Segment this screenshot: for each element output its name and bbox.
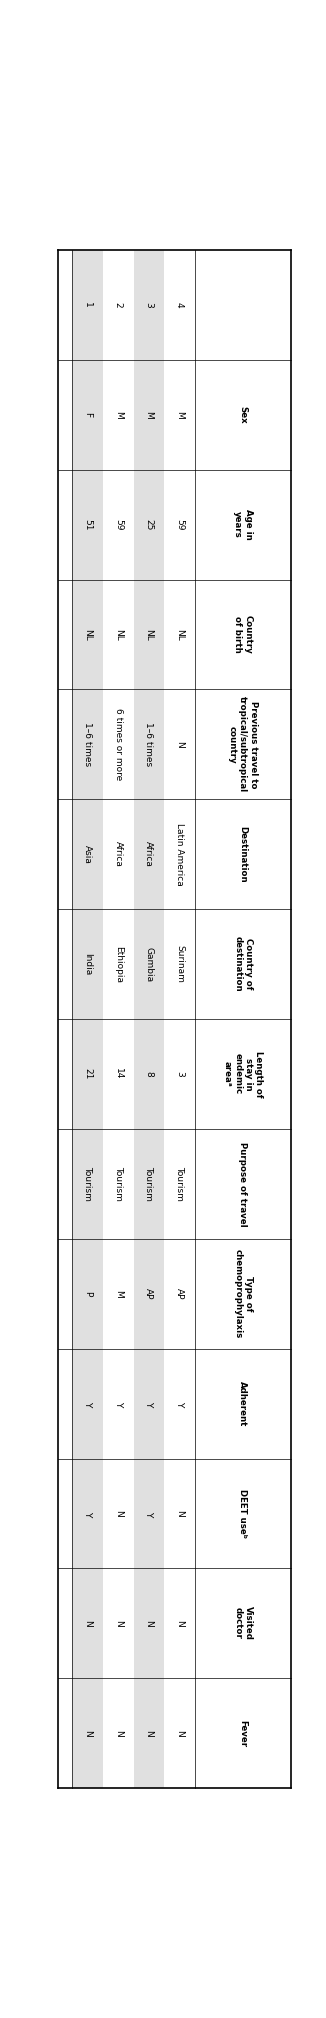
Bar xyxy=(72,250,103,359)
Text: NL: NL xyxy=(175,630,184,640)
Bar xyxy=(72,690,103,799)
Text: India: India xyxy=(83,952,92,975)
Text: Y: Y xyxy=(144,1400,154,1407)
Bar xyxy=(72,1348,103,1459)
Text: 2: 2 xyxy=(114,303,123,307)
Bar xyxy=(134,910,164,1019)
Text: Gambia: Gambia xyxy=(144,946,154,981)
Text: Sex: Sex xyxy=(238,406,247,424)
Text: Y: Y xyxy=(114,1400,123,1407)
Text: N: N xyxy=(144,1620,154,1627)
Bar xyxy=(134,470,164,579)
Text: Visited
doctor: Visited doctor xyxy=(233,1606,253,1641)
Text: 1–6 times: 1–6 times xyxy=(83,722,92,767)
Text: N: N xyxy=(83,1620,92,1627)
Text: N: N xyxy=(114,1729,123,1737)
Text: AP: AP xyxy=(144,1287,154,1300)
Text: Y: Y xyxy=(83,1400,92,1407)
Text: Age in
years: Age in years xyxy=(233,509,253,541)
Text: Surinam: Surinam xyxy=(175,944,184,983)
Text: Y: Y xyxy=(83,1511,92,1516)
Text: Destination: Destination xyxy=(238,825,247,882)
Bar xyxy=(72,1459,103,1568)
Bar xyxy=(72,579,103,690)
Text: DEET useᵇ: DEET useᵇ xyxy=(238,1489,247,1538)
Text: Africa: Africa xyxy=(144,842,154,868)
Text: N: N xyxy=(83,1729,92,1737)
Text: M: M xyxy=(144,412,154,418)
Text: Adherent: Adherent xyxy=(238,1380,247,1427)
Text: Purpose of travel: Purpose of travel xyxy=(238,1142,247,1227)
Bar xyxy=(72,1679,103,1788)
Text: N: N xyxy=(175,741,184,749)
Text: N: N xyxy=(144,1729,154,1737)
Text: F: F xyxy=(83,412,92,418)
Text: 3: 3 xyxy=(144,303,154,307)
Text: 8: 8 xyxy=(144,1072,154,1078)
Text: Country of
destination: Country of destination xyxy=(233,936,253,993)
Text: 6 times or more: 6 times or more xyxy=(114,708,123,781)
Bar xyxy=(72,1128,103,1239)
Text: Tourism: Tourism xyxy=(114,1166,123,1201)
Text: Ethiopia: Ethiopia xyxy=(114,946,123,983)
Text: Fever: Fever xyxy=(238,1719,247,1748)
Text: Y: Y xyxy=(144,1511,154,1516)
Bar xyxy=(72,1019,103,1128)
Bar xyxy=(72,1568,103,1679)
Text: Type of
chemoprophylaxis: Type of chemoprophylaxis xyxy=(233,1249,253,1338)
Text: N: N xyxy=(175,1620,184,1627)
Bar xyxy=(134,1679,164,1788)
Bar xyxy=(72,470,103,579)
Text: Latin America: Latin America xyxy=(175,823,184,886)
Text: N: N xyxy=(114,1509,123,1518)
Bar xyxy=(134,799,164,910)
Text: NL: NL xyxy=(144,630,154,640)
Text: Country
of birth: Country of birth xyxy=(233,615,253,654)
Text: P: P xyxy=(83,1292,92,1296)
Bar xyxy=(72,910,103,1019)
Bar xyxy=(134,1019,164,1128)
Text: AP: AP xyxy=(175,1287,184,1300)
Text: Tourism: Tourism xyxy=(83,1166,92,1201)
Text: Tourism: Tourism xyxy=(144,1166,154,1201)
Text: 4: 4 xyxy=(175,303,184,307)
Text: NL: NL xyxy=(83,630,92,640)
Text: N: N xyxy=(114,1620,123,1627)
Text: 59: 59 xyxy=(175,519,184,531)
Text: 25: 25 xyxy=(144,519,154,531)
Text: 21: 21 xyxy=(83,1068,92,1080)
Text: 3: 3 xyxy=(175,1072,184,1078)
Text: NL: NL xyxy=(114,630,123,640)
Bar xyxy=(134,1459,164,1568)
Bar xyxy=(134,690,164,799)
Bar xyxy=(134,1128,164,1239)
Bar xyxy=(72,1239,103,1348)
Bar xyxy=(72,359,103,470)
Text: 51: 51 xyxy=(83,519,92,531)
Text: Africa: Africa xyxy=(114,842,123,868)
Bar xyxy=(72,799,103,910)
Text: Tourism: Tourism xyxy=(175,1166,184,1201)
Text: M: M xyxy=(114,412,123,418)
Text: Previous travel to
tropical/subtropical
country: Previous travel to tropical/subtropical … xyxy=(228,696,258,793)
Text: N: N xyxy=(175,1509,184,1518)
Bar xyxy=(134,359,164,470)
Text: Y: Y xyxy=(175,1400,184,1407)
Text: Asia: Asia xyxy=(83,846,92,864)
Text: 59: 59 xyxy=(114,519,123,531)
Bar xyxy=(134,250,164,359)
Bar xyxy=(134,1239,164,1348)
Bar xyxy=(134,1348,164,1459)
Text: Length of
stay in
endemic
areaᵃ: Length of stay in endemic areaᵃ xyxy=(223,1051,263,1098)
Text: 14: 14 xyxy=(114,1068,123,1080)
Text: 1–6 times: 1–6 times xyxy=(144,722,154,767)
Bar xyxy=(134,579,164,690)
Text: 1: 1 xyxy=(83,303,92,307)
Bar xyxy=(134,1568,164,1679)
Text: N: N xyxy=(175,1729,184,1737)
Text: M: M xyxy=(175,412,184,418)
Text: M: M xyxy=(114,1290,123,1298)
